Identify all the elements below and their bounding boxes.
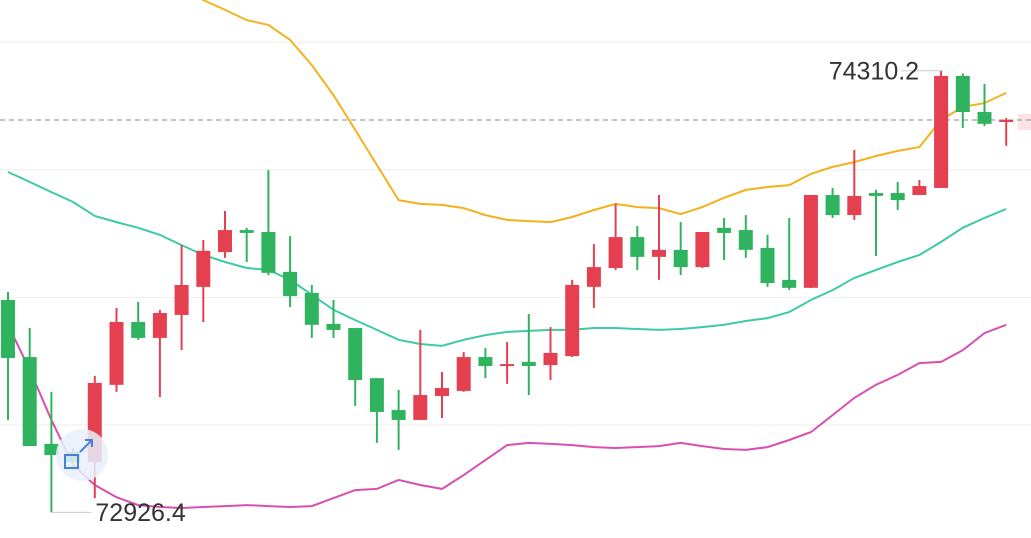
candle-body [586,267,601,287]
candle-body [847,195,862,216]
candle-body [261,231,276,273]
candle-body [717,227,732,233]
marker-box [64,454,79,469]
candle-body [977,112,992,124]
candle-body [500,364,515,367]
candle-body [369,378,384,412]
candle-body [456,357,471,391]
candle-body [999,119,1014,122]
candle-body [934,75,949,188]
candle-body [435,388,449,397]
marker-icon [56,429,108,481]
overlays [7,0,1007,510]
candle-body [239,230,254,233]
candles [1,70,1014,513]
candle-body [955,75,970,113]
candle-body [673,249,688,268]
candle-body [413,395,428,420]
min-label: 72926.4 [95,499,185,527]
candle-body [109,321,124,385]
candle-body [348,328,363,381]
candle-body [283,271,298,297]
candle-body [44,443,59,456]
candle-body [825,194,840,216]
labels: 74310.2 72926.4 [51,57,942,527]
candle-body [131,321,146,338]
candle-body [218,230,232,253]
candle-body [652,249,666,257]
marker-arrow [79,439,93,453]
candle-body [304,292,319,325]
grid [0,41,1031,426]
max-label: 74310.2 [829,57,919,85]
candle-body [543,352,558,366]
candle-body [152,313,167,338]
overlay-line [200,0,1007,224]
candle-body [608,237,623,269]
candle-body [174,284,189,315]
candle-body [782,279,797,288]
price-tag [1018,114,1031,130]
candle-body [803,194,818,288]
overlay-line [7,323,1007,510]
candle-body [521,361,536,367]
overlay-line [7,171,1007,347]
candle-body [22,357,37,447]
candle-body [912,186,927,195]
candle-body [196,250,211,287]
candle-body [630,237,645,257]
marker-halo [56,429,108,481]
candle-body [391,410,406,420]
candle-body [1,299,15,359]
candle-body [738,230,753,250]
candle-body [326,323,341,330]
candle-body [695,231,710,268]
candle-body [890,193,905,201]
candle-body [760,247,775,284]
candle-body [869,193,883,196]
candle-body [565,284,580,357]
candle-body [478,357,493,367]
